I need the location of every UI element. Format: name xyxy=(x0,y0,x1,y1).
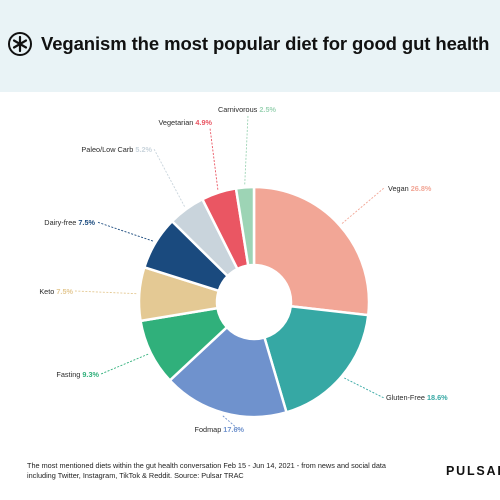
donut-slice-vegan xyxy=(252,185,371,317)
slice-label-name: Fodmap xyxy=(195,425,224,434)
slice-label-value: 7.5% xyxy=(78,218,95,227)
footer-note: The most mentioned diets within the gut … xyxy=(27,461,427,481)
slice-label-value: 9.3% xyxy=(82,370,99,379)
chart-title: Veganism the most popular diet for good … xyxy=(41,33,490,54)
donut-chart: Vegan 26.8% Gluten-Free 18.6% Fodmap 17.6%… xyxy=(39,105,448,434)
brand-logo-text: PULSAR xyxy=(446,464,500,478)
slice-label-name: Fasting xyxy=(56,370,82,379)
slice-label-value: 18.6% xyxy=(427,393,448,402)
slice-label-value: 5.2% xyxy=(135,145,152,154)
slice-label: Fasting 9.3% xyxy=(56,370,99,379)
leader-line xyxy=(153,148,185,207)
slice-label-name: Vegetarian xyxy=(158,118,195,127)
slice-label: Carnivorous 2.5% xyxy=(218,105,277,114)
leader-line xyxy=(100,353,149,375)
slice-label-value: 17.6% xyxy=(223,425,244,434)
slice-label: Vegan 26.8% xyxy=(388,184,432,193)
slice-label: Vegetarian 4.9% xyxy=(158,118,212,127)
slice-label-name: Gluten-Free xyxy=(386,393,427,402)
leader-line xyxy=(209,127,219,190)
slice-label-name: Paleo/Low Carb xyxy=(81,145,135,154)
slice-label-value: 26.8% xyxy=(411,184,432,193)
slice-label-name: Vegan xyxy=(388,184,411,193)
leader-line xyxy=(341,187,385,224)
leader-line xyxy=(344,377,385,399)
leader-line xyxy=(96,221,154,242)
slice-label-value: 2.5% xyxy=(259,105,276,114)
footer-note-line-1: The most mentioned diets within the gut … xyxy=(27,461,386,470)
donut-slice-fodmap xyxy=(168,325,289,419)
slice-label-name: Dairy-free xyxy=(44,218,78,227)
footer-note-line-2: including Twitter, Instagram, TikTok & R… xyxy=(27,471,244,480)
pulsar-asterisk-icon xyxy=(8,32,32,56)
slice-label: Keto 7.5% xyxy=(39,287,73,296)
donut-slice-gluten-free xyxy=(262,304,370,414)
slice-label-value: 7.5% xyxy=(56,287,73,296)
slice-label: Paleo/Low Carb 5.2% xyxy=(81,145,152,154)
slice-label: Fodmap 17.6% xyxy=(195,425,245,434)
slice-label: Dairy-free 7.5% xyxy=(44,218,95,227)
leader-line xyxy=(74,290,137,295)
slice-label-value: 4.9% xyxy=(195,118,212,127)
header-banner: Veganism the most popular diet for good … xyxy=(0,0,500,92)
slice-label: Gluten-Free 18.6% xyxy=(386,393,448,402)
donut-slice-carnivorous xyxy=(234,185,256,267)
leader-line xyxy=(244,114,249,185)
slice-label-name: Keto xyxy=(39,287,56,296)
slice-label-name: Carnivorous xyxy=(218,105,259,114)
